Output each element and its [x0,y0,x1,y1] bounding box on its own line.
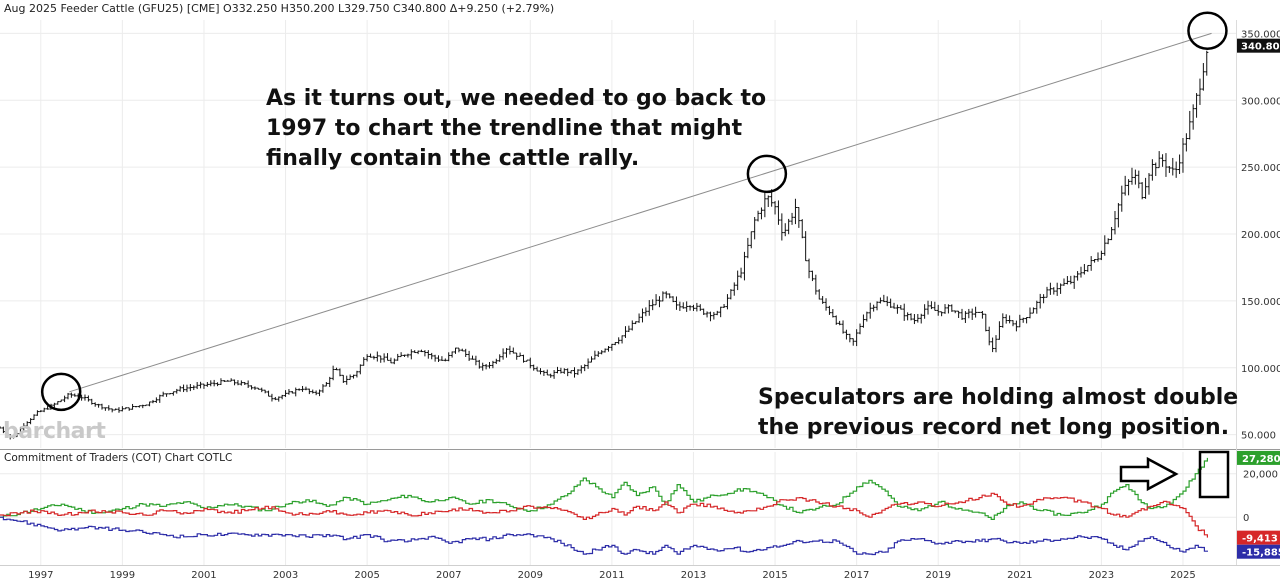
price-grid [0,20,1280,565]
arrow-icon [1119,456,1179,492]
price-axis: 50.000 100.000 150.000 200.000 250.000 300.00… [1237,29,1280,442]
time-tick-label: 2013 [681,570,706,581]
barchart-logo: barchart [3,419,106,444]
cot-tick-label: 20,000 [1243,470,1278,481]
time-tick-label: 2021 [1007,570,1032,581]
time-tick-label: 2015 [762,570,787,581]
highlight-circle [1187,11,1228,50]
time-tick-label: 2017 [844,570,869,581]
trendline-annotation-line: finally contain the cattle rally. [266,146,640,171]
cot-last-value-label: -15,885 [1242,548,1280,559]
time-tick-label: 2003 [273,570,298,581]
cot-lines [0,457,1208,556]
time-tick-label: 2005 [354,570,379,581]
annotation-overlays [40,11,1230,499]
cot-panel-title: Commitment of Traders (COT) Chart COTLC [4,452,233,464]
time-tick-label: 2009 [518,570,543,581]
trendline-layer [69,32,1212,393]
highlight-circle [746,154,788,194]
time-axis: 1997 1999 2001 2003 2005 2007 2009 2011 2013 2015… [28,570,1196,581]
price-tick-label: 50.000 [1241,431,1276,442]
time-tick-label: 2011 [599,570,624,581]
price-tick-label: 350.000 [1241,29,1280,40]
highlight-box [1198,450,1230,499]
cot-last-value-tag [1237,530,1280,545]
price-tick-label: 150.000 [1241,297,1280,308]
trendline-annotation-line: 1997 to chart the trendline that might [266,116,743,141]
trendline-annotation: As it turns out, we needed to go back to… [266,84,766,174]
cot-last-value-label: -9,413 [1242,534,1278,545]
chart-header-title: Aug 2025 Feeder Cattle (GFU25) [CME] O33… [4,2,555,15]
time-tick-label: 2025 [1170,570,1195,581]
time-tick-label: 2019 [925,570,950,581]
cot-last-value-tag [1237,544,1280,559]
cot-annotation: Speculators are holding almost double th… [758,383,1238,443]
trendline [69,32,1212,393]
price-tick-label: 100.000 [1241,364,1280,375]
cot-tick-label: 0 [1243,513,1249,524]
cot-axis: 0 20,000 27,280 -9,413 -15,885 [1237,450,1280,559]
highlight-circle [40,372,82,412]
time-tick-label: 1999 [110,570,135,581]
cot-series-commercials [0,492,1208,538]
cot-series-small_traders [0,516,1208,556]
time-tick-label: 1997 [28,570,53,581]
cot-annotation-line: Speculators are holding almost double [758,385,1239,410]
time-tick-label: 2007 [436,570,461,581]
time-tick-label: 2001 [191,570,216,581]
price-tick-label: 200.000 [1241,230,1280,241]
cot-annotation-line: the previous record net long position. [758,415,1230,440]
cot-last-value-label: 27,280 [1242,454,1280,465]
last-price-tag [1237,38,1280,53]
last-price-label: 340.800 [1241,42,1280,53]
cot-series-non_commercials [0,457,1208,520]
time-tick-label: 2023 [1089,570,1114,581]
trendline-annotation-line: As it turns out, we needed to go back to [266,86,767,111]
price-tick-label: 300.000 [1241,96,1280,107]
cot-last-value-tag [1237,450,1280,465]
price-tick-label: 250.000 [1241,163,1280,174]
